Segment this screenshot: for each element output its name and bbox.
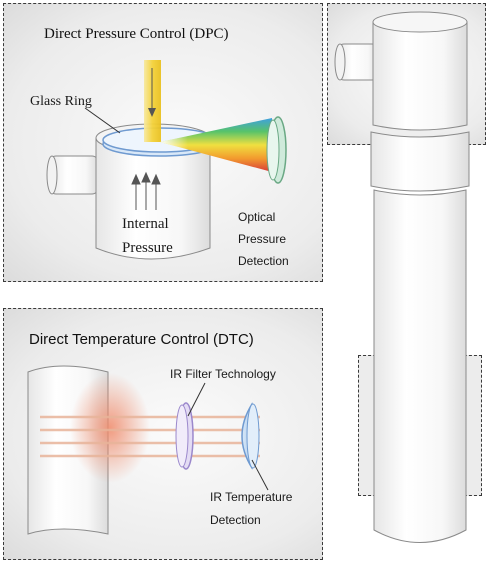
internal-pressure-label-line1: Internal xyxy=(122,216,169,232)
optical-detector xyxy=(266,116,287,184)
spectrum-dispersion xyxy=(160,118,272,172)
glass-ring-label: Glass Ring xyxy=(30,94,92,109)
dtc-tube-section xyxy=(27,365,150,535)
ir-filter xyxy=(175,402,194,470)
leader-lines xyxy=(84,107,269,491)
dtc-title: Direct Temperature Control (DTC) xyxy=(29,331,254,348)
internal-pressure-label-line2: Pressure xyxy=(122,240,173,256)
dpc-title: Direct Pressure Control (DPC) xyxy=(44,26,229,42)
optical-detection-label-line3: Detection xyxy=(238,254,289,268)
ir-temperature-label-line2: Detection xyxy=(210,513,261,527)
incident-light-beam xyxy=(144,60,161,142)
tube-assembly xyxy=(334,11,470,543)
ir-beams xyxy=(40,415,260,458)
ir-filter-label: IR Filter Technology xyxy=(170,367,276,381)
ir-lens xyxy=(241,402,260,470)
ir-temperature-label-line1: IR Temperature xyxy=(210,490,293,504)
optical-detection-label-line1: Optical xyxy=(238,210,276,224)
pressure-arrows-icon xyxy=(131,171,161,210)
optical-detection-label-line2: Pressure xyxy=(238,232,287,246)
